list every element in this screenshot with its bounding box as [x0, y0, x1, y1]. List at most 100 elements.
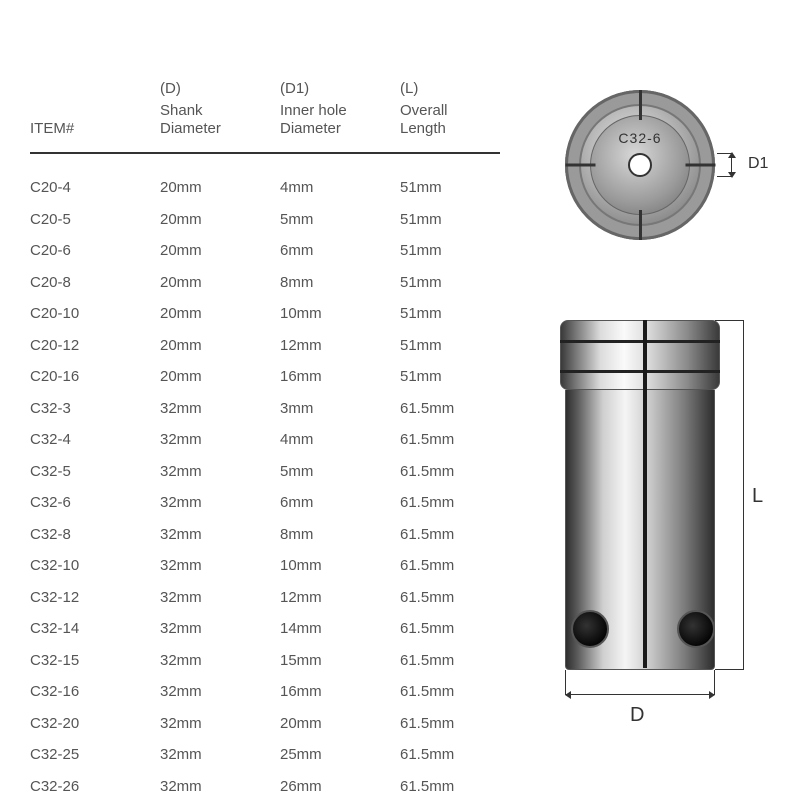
col-header-inner: Inner hole Diameter — [280, 102, 347, 138]
collet-vertical-slit — [643, 320, 647, 668]
col-header-shank: Shank Diameter — [160, 102, 221, 138]
table-cell: 20mm — [160, 368, 280, 385]
table-cell: 61.5mm — [400, 526, 500, 543]
head-groove — [560, 340, 720, 343]
table-row: C32-332mm3mm61.5mm — [30, 393, 500, 425]
table-cell: 61.5mm — [400, 463, 500, 480]
table-cell: 32mm — [160, 494, 280, 511]
table-cell: 16mm — [280, 683, 400, 700]
table-cell: 32mm — [160, 463, 280, 480]
table-row: C32-432mm4mm61.5mm — [30, 424, 500, 456]
table-cell: 61.5mm — [400, 778, 500, 795]
table-cell: 51mm — [400, 305, 500, 322]
table-cell: 15mm — [280, 652, 400, 669]
table-cell: 32mm — [160, 778, 280, 795]
table-row: C32-2532mm25mm61.5mm — [30, 739, 500, 771]
table-cell: 32mm — [160, 557, 280, 574]
table-row: C32-2632mm26mm61.5mm — [30, 771, 500, 802]
table-cell: 61.5mm — [400, 400, 500, 417]
collet-side-hole — [677, 610, 715, 648]
table-row: C32-1532mm15mm61.5mm — [30, 645, 500, 677]
table-cell: 61.5mm — [400, 715, 500, 732]
table-cell: 32mm — [160, 400, 280, 417]
table-cell: C20-10 — [30, 305, 160, 322]
table-row: C32-1432mm14mm61.5mm — [30, 613, 500, 645]
table-cell: 3mm — [280, 400, 400, 417]
col-sup-d1: (D1) — [280, 80, 309, 97]
collet-body-wrap — [565, 320, 715, 670]
table-cell: C32-12 — [30, 589, 160, 606]
table-cell: C32-4 — [30, 431, 160, 448]
d1-label: D1 — [748, 155, 768, 173]
table-cell: 51mm — [400, 368, 500, 385]
collet-engraving: C32-6 — [618, 130, 661, 146]
col-sup-d: (D) — [160, 80, 181, 97]
collet-slit — [565, 164, 595, 167]
table-cell: C32-14 — [30, 620, 160, 637]
table-row: C32-1632mm16mm61.5mm — [30, 676, 500, 708]
table-cell: 32mm — [160, 715, 280, 732]
table-cell: 32mm — [160, 620, 280, 637]
col-header-length: Overall Length — [400, 102, 448, 138]
table-cell: 10mm — [280, 557, 400, 574]
table-cell: 20mm — [160, 337, 280, 354]
table-cell: 6mm — [280, 242, 400, 259]
table-cell: C32-25 — [30, 746, 160, 763]
table-cell: C20-6 — [30, 242, 160, 259]
table-row: C20-1020mm10mm51mm — [30, 298, 500, 330]
table-cell: 20mm — [280, 715, 400, 732]
table-cell: 6mm — [280, 494, 400, 511]
table-cell: 4mm — [280, 431, 400, 448]
table-row: C32-1032mm10mm61.5mm — [30, 550, 500, 582]
table-cell: 61.5mm — [400, 557, 500, 574]
table-cell: C20-4 — [30, 179, 160, 196]
l-label: L — [752, 485, 763, 508]
table-cell: C20-8 — [30, 274, 160, 291]
table-cell: 61.5mm — [400, 431, 500, 448]
table-cell: 51mm — [400, 179, 500, 196]
table-cell: 25mm — [280, 746, 400, 763]
table-cell: C32-26 — [30, 778, 160, 795]
top-view-diagram: C32-6 D1 — [565, 90, 745, 260]
table-cell: 32mm — [160, 589, 280, 606]
collet-head — [560, 320, 720, 390]
table-cell: C32-20 — [30, 715, 160, 732]
l-dimension-bracket — [725, 320, 747, 670]
table-row: C32-532mm5mm61.5mm — [30, 456, 500, 488]
table-cell: C20-16 — [30, 368, 160, 385]
table-cell: 5mm — [280, 463, 400, 480]
table-rule — [30, 152, 500, 154]
table-cell: 32mm — [160, 526, 280, 543]
table-cell: 61.5mm — [400, 589, 500, 606]
table-cell: C32-5 — [30, 463, 160, 480]
table-cell: 8mm — [280, 274, 400, 291]
table-row: C20-1620mm16mm51mm — [30, 361, 500, 393]
d1-dimension-bracket — [717, 153, 745, 177]
table-row: C32-1232mm12mm61.5mm — [30, 582, 500, 614]
table-cell: 12mm — [280, 337, 400, 354]
collet-side-hole — [571, 610, 609, 648]
table-cell: 32mm — [160, 431, 280, 448]
spec-table: ITEM# (D) Shank Diameter (D1) Inner hole… — [30, 70, 500, 802]
table-cell: C32-16 — [30, 683, 160, 700]
table-cell: 20mm — [160, 242, 280, 259]
col-header-item: ITEM# — [30, 120, 74, 137]
table-cell: 32mm — [160, 683, 280, 700]
table-cell: 61.5mm — [400, 494, 500, 511]
head-groove — [560, 370, 720, 373]
table-cell: 5mm — [280, 211, 400, 228]
d-label: D — [630, 704, 644, 727]
table-cell: 20mm — [160, 211, 280, 228]
table-cell: 51mm — [400, 274, 500, 291]
table-cell: 14mm — [280, 620, 400, 637]
table-cell: 20mm — [160, 179, 280, 196]
table-cell: 61.5mm — [400, 620, 500, 637]
table-cell: C32-3 — [30, 400, 160, 417]
table-cell: 32mm — [160, 652, 280, 669]
table-cell: C32-6 — [30, 494, 160, 511]
table-cell: 8mm — [280, 526, 400, 543]
table-row: C32-2032mm20mm61.5mm — [30, 708, 500, 740]
table-cell: 51mm — [400, 337, 500, 354]
table-body: C20-420mm4mm51mmC20-520mm5mm51mmC20-620m… — [30, 172, 500, 802]
product-spec-sheet: ITEM# (D) Shank Diameter (D1) Inner hole… — [0, 0, 800, 800]
